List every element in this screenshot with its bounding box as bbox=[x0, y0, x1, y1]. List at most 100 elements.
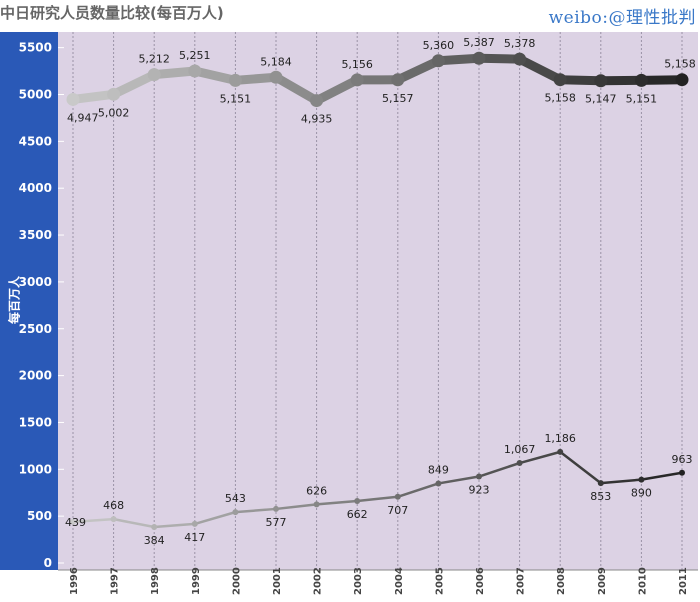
series-1-data-label: 5,156 bbox=[341, 58, 373, 71]
series-1-point bbox=[634, 73, 648, 87]
y-tick-label: 3000 bbox=[19, 275, 52, 289]
y-axis-band bbox=[0, 32, 58, 570]
series-2-segment bbox=[152, 522, 197, 529]
series-1-segment bbox=[636, 75, 687, 85]
series-2-data-label: 577 bbox=[266, 516, 287, 529]
series-1-point bbox=[513, 52, 527, 66]
series-2-data-label: 1,067 bbox=[504, 443, 536, 456]
series-1-data-label: 5,151 bbox=[626, 92, 658, 105]
y-tick-label: 2000 bbox=[19, 369, 52, 383]
x-tick-label: 2008 bbox=[556, 567, 567, 595]
x-tick-label: 1996 bbox=[69, 567, 80, 595]
series-2-segment bbox=[437, 475, 481, 485]
series-1-segment bbox=[190, 66, 240, 85]
x-tick-label: 2009 bbox=[597, 567, 608, 595]
series-2-segment bbox=[599, 478, 643, 485]
x-tick-label: 2005 bbox=[434, 567, 445, 595]
series-1-point bbox=[269, 70, 283, 84]
series-2-segment bbox=[558, 450, 603, 485]
series-2-point bbox=[679, 469, 685, 476]
series-1-point bbox=[350, 73, 364, 87]
series-1-data-label: 5,147 bbox=[585, 93, 617, 106]
series-1-point bbox=[553, 73, 567, 87]
series-2-point bbox=[273, 505, 279, 512]
series-2-point bbox=[313, 501, 320, 508]
series-2-data-label: 849 bbox=[428, 463, 449, 476]
series-1-point bbox=[391, 73, 405, 87]
series-1-point bbox=[675, 73, 689, 87]
series-2-segment bbox=[477, 461, 521, 478]
series-2-segment bbox=[518, 450, 562, 465]
x-tick-label: 2004 bbox=[394, 567, 405, 595]
series-2-segment bbox=[396, 482, 440, 499]
series-1-data-label: 5,158 bbox=[664, 58, 696, 71]
series-2-point bbox=[516, 460, 523, 467]
series-2-data-label: 468 bbox=[103, 499, 124, 512]
series-2-segment bbox=[640, 471, 684, 481]
series-2-data-label: 923 bbox=[469, 484, 490, 497]
series-2-point bbox=[191, 520, 198, 527]
series-1-point bbox=[107, 87, 121, 101]
series-2-point bbox=[638, 476, 645, 483]
series-2-point bbox=[394, 493, 401, 500]
series-1-point bbox=[431, 54, 445, 68]
x-tick-label: 2007 bbox=[516, 567, 527, 595]
y-tick-label: 5000 bbox=[19, 88, 52, 102]
series-1-data-label: 5,212 bbox=[138, 53, 170, 66]
series-2-point bbox=[70, 518, 76, 525]
series-1-point bbox=[310, 94, 324, 108]
x-tick-label: 2002 bbox=[313, 567, 324, 595]
series-1-point bbox=[188, 64, 202, 78]
x-tick-label: 2001 bbox=[272, 567, 283, 595]
series-1-data-label: 5,157 bbox=[382, 92, 414, 105]
series-2-data-label: 417 bbox=[184, 531, 205, 544]
x-tick-label: 1997 bbox=[110, 567, 121, 595]
series-1-data-label: 5,387 bbox=[463, 36, 495, 49]
series-1-segment bbox=[515, 54, 565, 85]
series-1-point bbox=[66, 92, 80, 106]
series-1-segment bbox=[393, 56, 443, 85]
series-1-data-label: 5,184 bbox=[260, 55, 292, 68]
series-1-point bbox=[147, 68, 161, 82]
series-2-segment bbox=[193, 510, 237, 526]
plot-area bbox=[58, 32, 698, 570]
series-2-data-label: 890 bbox=[631, 487, 652, 500]
series-1-data-label: 4,935 bbox=[301, 113, 333, 126]
series-2-data-label: 439 bbox=[65, 516, 86, 529]
series-2-data-label: 853 bbox=[590, 490, 611, 503]
y-tick-label: 0 bbox=[44, 556, 52, 570]
y-tick-label: 1000 bbox=[19, 462, 52, 476]
series-1-segment bbox=[474, 53, 525, 64]
x-tick-label: 2010 bbox=[637, 567, 648, 595]
series-2-point bbox=[557, 448, 564, 455]
y-tick-label: 2500 bbox=[19, 322, 52, 336]
series-1-data-label: 5,251 bbox=[179, 49, 211, 62]
series-2-segment bbox=[71, 517, 115, 524]
y-tick-label: 5500 bbox=[19, 41, 52, 55]
series-1-segment bbox=[149, 66, 200, 80]
y-tick-label: 500 bbox=[27, 509, 52, 523]
series-1-point bbox=[594, 74, 608, 88]
series-1-point bbox=[472, 51, 486, 65]
watermark: weibo:@理性批判 bbox=[548, 8, 696, 28]
series-2-point bbox=[232, 509, 239, 516]
y-tick-label: 3500 bbox=[19, 228, 52, 242]
series-1-segment bbox=[68, 89, 119, 104]
series-2-point bbox=[354, 497, 361, 504]
series-2-point bbox=[151, 524, 158, 531]
x-tick-label: 2000 bbox=[231, 567, 242, 595]
series-2-data-label: 543 bbox=[225, 492, 246, 505]
x-tick-label: 1999 bbox=[191, 567, 202, 595]
series-2-data-label: 707 bbox=[387, 504, 408, 517]
series-2-segment bbox=[112, 517, 156, 529]
series-1-point bbox=[228, 73, 242, 87]
y-tick-label: 4500 bbox=[19, 134, 52, 148]
series-2-segment bbox=[355, 495, 400, 503]
series-1-data-label: 4,947 bbox=[67, 111, 99, 124]
chart-title: 中日研究人员数量比较(每百万人) bbox=[0, 4, 224, 22]
series-2-data-label: 963 bbox=[672, 453, 693, 466]
y-tick-label: 4000 bbox=[19, 181, 52, 195]
x-tick-label: 2006 bbox=[475, 567, 486, 595]
series-2-data-label: 626 bbox=[306, 484, 327, 497]
